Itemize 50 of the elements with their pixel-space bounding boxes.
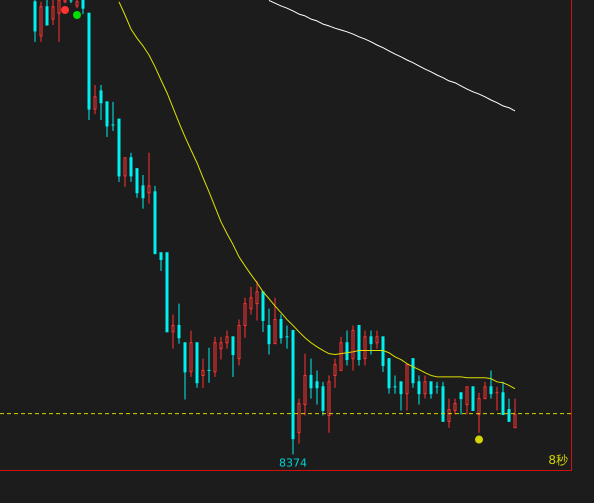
candlestick	[148, 152, 150, 204]
candlestick	[280, 314, 282, 344]
candlestick	[316, 370, 318, 406]
candlestick	[508, 398, 510, 422]
candlestick	[124, 157, 126, 188]
candlestick	[322, 381, 324, 416]
candlestick	[435, 381, 439, 394]
candlestick	[202, 358, 204, 388]
candlestick	[364, 330, 366, 366]
candlestick	[502, 381, 504, 416]
candlestick	[400, 381, 402, 411]
candlestick	[460, 392, 462, 416]
candlestick	[250, 286, 252, 316]
candlestick	[46, 0, 48, 26]
candlestick	[334, 358, 336, 388]
candlestick	[268, 308, 270, 356]
candlestick	[256, 280, 258, 321]
candlestick	[232, 336, 234, 378]
candlestick	[207, 347, 211, 384]
candlestick	[490, 370, 492, 400]
candlestick	[244, 297, 246, 338]
candlestick	[82, 0, 84, 15]
candlestick	[142, 174, 144, 210]
candlestick	[448, 398, 450, 428]
candlestick	[418, 374, 420, 406]
candlestick	[160, 252, 162, 272]
candlestick	[370, 330, 372, 356]
candlestick	[376, 330, 378, 350]
candlestick	[514, 398, 516, 428]
candlestick	[346, 330, 348, 366]
candlestick	[226, 330, 228, 350]
candlestick	[454, 398, 456, 416]
candlestick	[94, 84, 96, 115]
candlestick	[130, 152, 132, 182]
candlestick	[495, 386, 499, 411]
candlestick	[220, 336, 222, 360]
candlestick	[393, 374, 397, 394]
annotation: 8374	[279, 456, 307, 470]
candlestick	[478, 392, 480, 434]
candlestick	[484, 381, 486, 400]
candlestick	[172, 314, 174, 350]
candlestick	[466, 386, 468, 416]
candlestick	[424, 374, 426, 400]
text: 8秒	[548, 452, 568, 469]
candlestick	[178, 303, 180, 344]
candlestick	[285, 324, 289, 350]
candlestick	[430, 381, 432, 400]
candlestick	[111, 101, 115, 132]
candlestick	[100, 84, 102, 120]
candlestick	[310, 358, 312, 400]
